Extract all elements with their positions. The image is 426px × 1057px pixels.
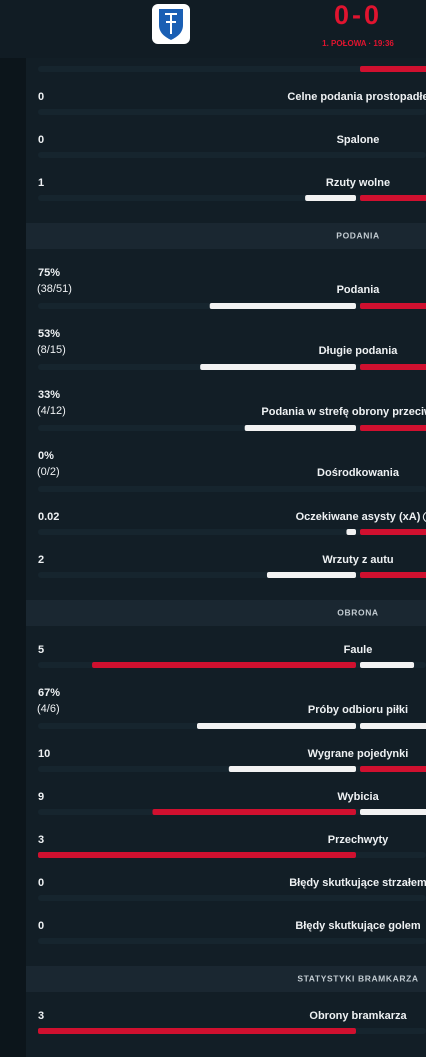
home-bar <box>228 766 356 772</box>
stat-label: Oczekiwane asysty (xA) <box>296 511 421 523</box>
stat-label: Celne podania prostopadłe <box>287 91 426 103</box>
stat-value: 0 <box>38 134 44 146</box>
home-bar <box>197 723 356 729</box>
bar-track <box>38 938 426 944</box>
stat-value: 0% <box>38 450 54 462</box>
stat-detail: (4/12) <box>37 405 66 417</box>
stat-label: Długie podania <box>319 345 399 357</box>
stat-label: Przechwyty <box>328 834 389 846</box>
stat-value: 3 <box>38 834 44 846</box>
stat-detail: (4/6) <box>37 703 60 715</box>
bar-track <box>38 66 426 72</box>
section-band <box>26 600 426 626</box>
stat-value: 75% <box>38 267 60 279</box>
stat-detail: (0/2) <box>37 466 60 478</box>
away-bar <box>360 529 426 535</box>
bar-track <box>38 152 426 158</box>
away-bar <box>360 425 426 431</box>
stat-value: 0 <box>38 920 44 932</box>
stat-label: Rzuty wolne <box>326 177 390 189</box>
header: 0-0 1. POŁOWA · 19:36 <box>0 0 426 58</box>
home-bar <box>152 809 356 815</box>
home-bar <box>200 364 356 370</box>
bar-track <box>38 529 426 535</box>
away-bar <box>360 766 426 772</box>
stat-label: Wrzuty z autu <box>322 554 393 566</box>
home-bar <box>305 195 356 201</box>
away-bar <box>360 809 426 815</box>
home-bar <box>244 425 356 431</box>
stat-label: Błędy skutkujące strzałem <box>289 877 426 889</box>
stat-value: 53% <box>38 328 60 340</box>
stat-value: 3 <box>38 1010 44 1022</box>
away-bar <box>360 572 426 578</box>
stat-value: 33% <box>38 389 60 401</box>
score: 0-0 <box>334 0 382 30</box>
stat-label: Spalone <box>337 134 380 146</box>
home-bar <box>38 1028 356 1034</box>
stat-detail: (38/51) <box>37 283 72 295</box>
section-title: OBRONA <box>337 607 378 617</box>
stat-label: Obrony bramkarza <box>309 1010 407 1022</box>
away-bar <box>360 66 426 72</box>
section-title: STATYSTYKI BRAMKARZA <box>297 973 418 983</box>
away-bar <box>360 195 426 201</box>
stat-label: Podania <box>337 284 381 296</box>
stat-value: 67% <box>38 687 60 699</box>
home-bar <box>209 303 356 309</box>
section-band <box>26 223 426 249</box>
section-title: PODANIA <box>336 230 379 240</box>
stat-label: Próby odbioru piłki <box>308 704 408 716</box>
away-bar <box>360 364 426 370</box>
logo-mark <box>165 13 177 34</box>
info-icon <box>422 512 426 522</box>
stat-value: 9 <box>38 791 44 803</box>
stat-label: Wygrane pojedynki <box>308 748 409 760</box>
away-bar <box>360 303 426 309</box>
section-band <box>26 966 426 992</box>
match-period: 1. POŁOWA · 19:36 <box>322 39 394 48</box>
bar-track <box>38 486 426 492</box>
bar-track <box>38 109 426 115</box>
bar-track <box>38 895 426 901</box>
stat-label: Błędy skutkujące golem <box>295 920 421 932</box>
stat-label: Wybicia <box>337 791 379 803</box>
home-bar <box>346 529 356 535</box>
home-bar <box>38 852 356 858</box>
stat-value: 0 <box>38 91 44 103</box>
away-bar <box>360 723 426 729</box>
stat-value: 0 <box>38 877 44 889</box>
stats-list: 0 Celne podania prostopadłe 0 Spalone 1 Rzuty… <box>26 66 426 1034</box>
stat-value: 5 <box>38 644 44 656</box>
stat-detail: (8/15) <box>37 344 66 356</box>
stat-value: 1 <box>38 177 44 189</box>
stat-label: Podania w strefę obrony przeciwnika <box>261 406 426 418</box>
home-bar <box>266 572 356 578</box>
stat-value: 0.02 <box>38 511 59 523</box>
stat-value: 10 <box>38 748 50 760</box>
stat-value: 2 <box>38 554 44 566</box>
stat-label: Faule <box>344 644 373 656</box>
header-bg <box>0 0 426 58</box>
away-bar <box>360 662 415 668</box>
left-strip <box>0 0 26 1057</box>
home-bar <box>92 662 356 668</box>
stat-label: Dośrodkowania <box>317 467 400 479</box>
